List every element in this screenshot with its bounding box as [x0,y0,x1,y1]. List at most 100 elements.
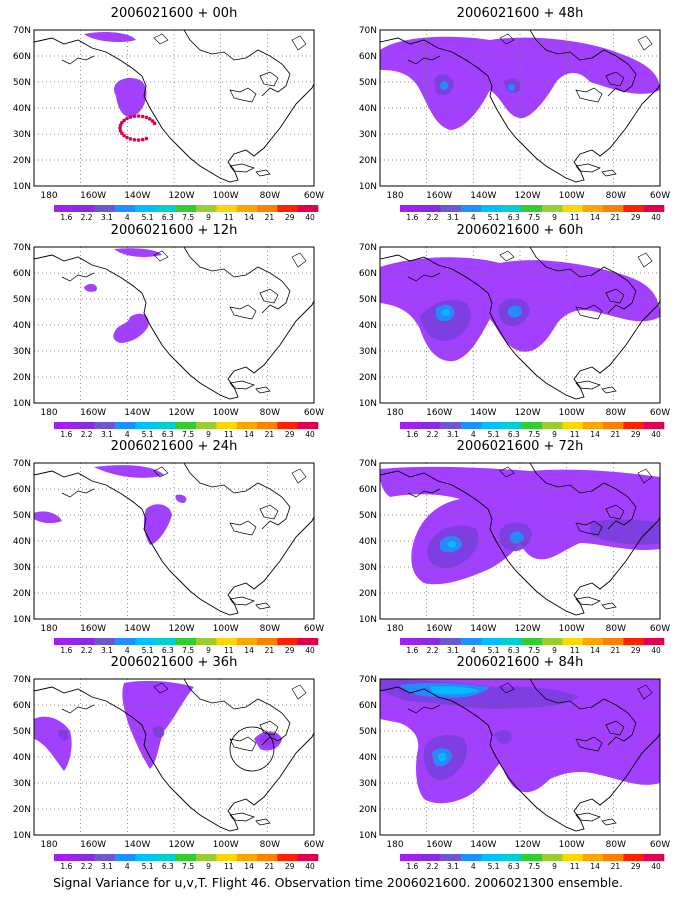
colorbar-label: 14 [590,862,600,871]
x-tick-label: 60W [650,624,670,634]
x-tick-label: 100W [213,408,239,418]
colorbar-label: 29 [631,862,641,871]
colorbar-label: 40 [651,646,661,655]
colorbar-swatch [175,422,197,429]
colorbar-swatch [74,638,95,645]
colorbar-label: 9 [206,862,211,871]
colorbar-swatch [420,205,441,212]
y-tick-label: 50N [359,511,377,521]
y-tick-label: 10N [359,182,377,192]
colorbar-swatch [54,854,75,861]
y-tick-label: 10N [359,399,377,409]
colorbar-label: 7.5 [182,862,194,871]
y-tick-label: 50N [13,727,31,737]
colorbar-label: 2.2 [427,213,439,222]
colorbar-swatch [562,854,584,861]
x-tick-label: 80W [606,624,626,634]
y-tick-label: 60N [359,269,377,279]
colorbar-label: 29 [631,646,641,655]
colorbar-label: 2.2 [81,213,93,222]
colorbar-swatch [54,205,75,212]
y-tick-label: 70N [359,26,377,36]
colorbar-label: 5.1 [142,430,154,439]
colorbar-swatch [175,638,197,645]
colorbar-label: 14 [244,646,254,655]
panel-title: 2006021600 + 72h [457,439,584,454]
y-tick-label: 40N [13,104,31,114]
colorbar-label: 4 [471,430,476,439]
colorbar-swatch [236,638,258,645]
x-tick-label: 180 [386,840,403,850]
colorbar-swatch [236,205,258,212]
map-frame [379,462,661,620]
colorbar-label: 14 [590,646,600,655]
colorbar-label: 21 [265,430,275,439]
colorbar-label: 29 [631,430,641,439]
colorbar-swatch [216,422,238,429]
y-tick-label: 40N [13,537,31,547]
colorbar-label: 2.2 [427,646,439,655]
colorbar-label: 2.2 [427,430,439,439]
colorbar-label: 1.6 [406,213,418,222]
x-tick-label: 100W [559,191,585,201]
colorbar-swatch [481,854,502,861]
colorbar-swatch [501,422,523,429]
colorbar-label: 7.5 [182,430,194,439]
colorbar-swatch [400,422,421,429]
colorbar-label: 11 [224,213,234,222]
colorbar-label: 9 [552,862,557,871]
x-tick-label: 60W [304,191,324,201]
colorbar-label: 21 [611,430,621,439]
colorbar-label: 14 [244,430,254,439]
y-tick-label: 60N [359,485,377,495]
colorbar-swatch [94,638,116,645]
y-tick-label: 10N [13,831,31,841]
colorbar-label: 6.3 [162,862,174,871]
colorbar-swatch [460,854,482,861]
colorbar-swatch [440,205,462,212]
colorbar-swatch [257,854,278,861]
map-panel: 2006021600 + 48h 70N 60N 50N 40N 30N 20N 10N 180… [359,6,670,222]
colorbar-swatch [196,422,217,429]
y-tick-label: 30N [13,130,31,140]
y-tick-label: 40N [13,753,31,763]
colorbar-label: 5.1 [142,862,154,871]
colorbar-label: 11 [570,646,580,655]
x-tick-label: 120W [514,408,540,418]
colorbar-swatch [74,422,95,429]
colorbar-label: 11 [570,430,580,439]
colorbar-swatch [94,422,116,429]
x-tick-label: 160W [80,840,106,850]
colorbar-swatch [582,638,604,645]
colorbar-label: 40 [305,862,315,871]
colorbar-swatch [236,854,258,861]
colorbar-swatch [175,205,197,212]
x-tick-label: 80W [260,840,280,850]
x-tick-label: 80W [606,408,626,418]
x-tick-label: 120W [168,408,194,418]
x-tick-label: 140W [470,624,496,634]
colorbar-swatch [277,205,298,212]
map-frame [379,29,661,187]
colorbar-swatch [135,422,156,429]
x-tick-label: 160W [80,191,106,201]
x-tick-label: 60W [304,840,324,850]
y-tick-label: 60N [13,485,31,495]
colorbar-label: 7.5 [528,430,540,439]
colorbar-label: 11 [224,646,234,655]
colorbar-swatch [542,422,563,429]
colorbar-label: 3.1 [447,862,459,871]
map-panel: 2006021600 + 00h 70N 60N 50N 40N 30N 20N 10N 180… [13,6,324,222]
colorbar-label: 40 [305,213,315,222]
y-tick-label: 30N [359,563,377,573]
colorbar-swatch [420,422,441,429]
x-tick-label: 160W [426,191,452,201]
panel-title: 2006021600 + 48h [457,6,584,21]
colorbar-label: 6.3 [162,430,174,439]
colorbar-swatch [643,205,665,212]
x-tick-label: 60W [304,408,324,418]
colorbar-label: 14 [590,430,600,439]
colorbar-swatch [521,205,543,212]
colorbar-label: 4 [125,430,130,439]
colorbar-swatch [562,422,584,429]
